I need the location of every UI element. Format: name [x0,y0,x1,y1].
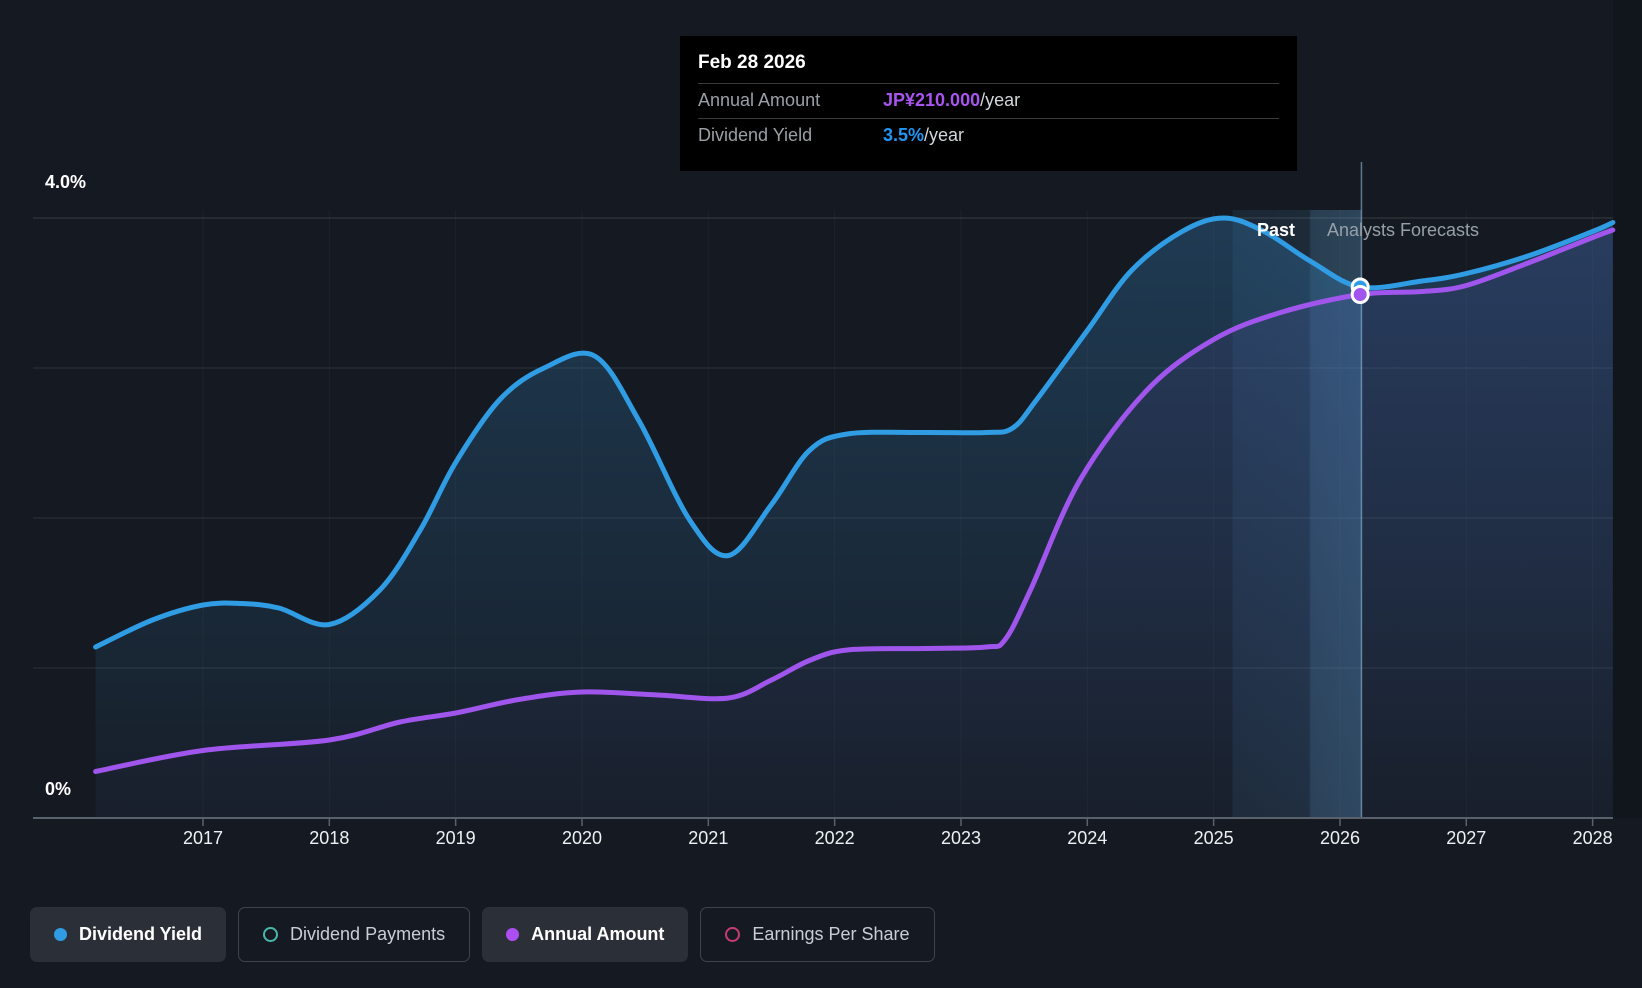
legend-label: Dividend Yield [79,924,203,944]
tooltip-value-dividend-yield: 3.5%/year [883,125,965,145]
tooltip-date: Feb 28 2026 [698,52,806,73]
tooltip-label-annual-amount: Annual Amount [698,90,821,110]
tooltip-value-annual-amount: JP¥210.000/year [883,90,1021,110]
earnings-per-share-ring-icon [725,927,741,942]
tooltip-row-dividend-yield: Dividend Yield 3.5%/year [698,118,1279,153]
x-axis-label-2023: 2023 [940,828,981,848]
legend-earnings-per-share[interactable]: Earnings Per Share [700,907,935,962]
x-axis-label-2026: 2026 [1319,828,1360,848]
x-axis-label-2024: 2024 [1067,828,1108,848]
tooltip-row-annual-amount: Annual Amount JP¥210.000/year [698,83,1279,118]
chart-legend: Dividend Yield Dividend Payments Annual … [30,907,935,962]
y-axis-label-top: 4.0% [45,172,87,192]
series-area-fills [95,218,1613,818]
x-axis-label-2020: 2020 [561,828,602,848]
x-axis-label-2018: 2018 [309,828,350,848]
x-axis-label-2021: 2021 [688,828,729,848]
x-axis-label-2019: 2019 [435,828,476,848]
right-margin-shade [1613,0,1642,818]
x-axis-label-2022: 2022 [814,828,855,848]
x-axis-label-2025: 2025 [1193,828,1234,848]
legend-annual-amount[interactable]: Annual Amount [482,907,689,962]
legend-label: Dividend Payments [290,924,446,944]
legend-dividend-payments[interactable]: Dividend Payments [238,907,471,962]
past-label: Past [1256,220,1295,240]
tooltip-label-dividend-yield: Dividend Yield [698,125,813,145]
series-lines [93,215,1616,774]
hover-markers [1350,277,1370,304]
dividend-yield-dot-icon [54,928,67,941]
y-axis-label-bottom: 0% [45,779,72,799]
annual-amount-dot-icon [506,928,520,941]
chart-tooltip: Feb 28 2026 Annual Amount JP¥210.000/yea… [680,36,1297,171]
legend-label: Earnings Per Share [752,924,910,944]
dividend-payments-ring-icon [263,927,279,942]
x-axis-label-2017: 2017 [182,828,224,848]
x-axis-label-2028: 2028 [1572,828,1613,848]
x-axis-ticks [202,818,1594,826]
x-axis-label-2027: 2027 [1446,828,1487,848]
legend-label: Annual Amount [531,924,665,944]
analysts-forecasts-label: Analysts Forecasts [1327,220,1480,240]
legend-dividend-yield[interactable]: Dividend Yield [30,907,227,962]
